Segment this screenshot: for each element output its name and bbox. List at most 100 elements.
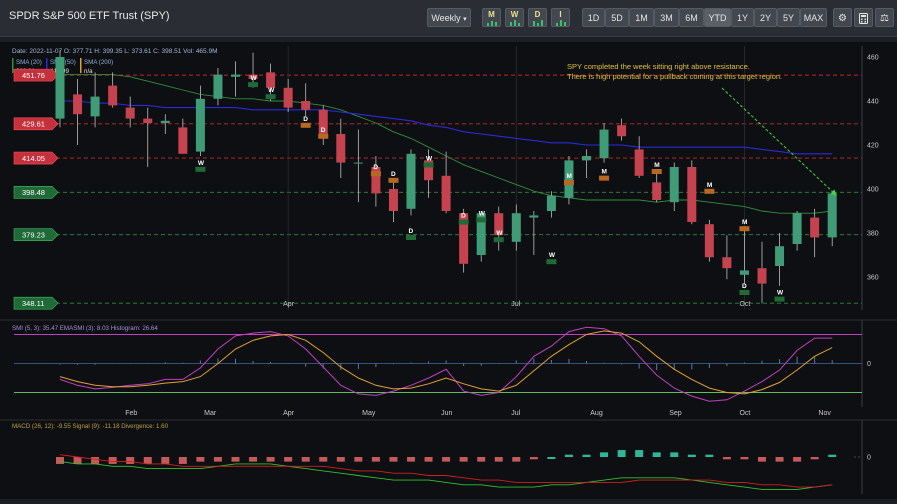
candle-body (757, 268, 767, 284)
price-level-label: 429.61 (22, 120, 45, 129)
range-5d-button[interactable]: 5D (605, 8, 629, 27)
price-month-label: Oct (739, 301, 750, 308)
price-level-badge (13, 151, 59, 165)
macd-histogram-bar (354, 457, 363, 462)
settings-gears-button[interactable]: ⚙ (833, 8, 852, 27)
candle-body (441, 175, 451, 211)
candle-body (248, 74, 258, 79)
price-month-label: Jul (511, 301, 520, 308)
range-1y-button[interactable]: 1Y (731, 8, 754, 27)
indicator-button-d[interactable]: D (528, 8, 547, 27)
signal-letter: W (496, 230, 503, 237)
range-6m-button[interactable]: 6M (679, 8, 704, 27)
emasmi-line (59, 330, 833, 395)
chevron-down-icon: ▾ (463, 16, 467, 23)
signal-bar-icon (423, 162, 434, 168)
price-level-label: 398.48 (22, 188, 45, 197)
price-y-tick: 380 (867, 231, 879, 238)
range-label: 1M (635, 13, 648, 23)
price-level-label: 451.76 (22, 71, 45, 80)
chart-svg[interactable]: Date: 2022-11-07 O: 377.71 H: 399.35 L: … (0, 42, 897, 499)
signal-bar-icon (388, 177, 399, 183)
candle-body (143, 118, 153, 123)
chart-area: Date: 2022-11-07 O: 377.71 H: 399.35 L: … (0, 42, 897, 499)
bars-icon (532, 20, 544, 26)
interval-dropdown[interactable]: Weekly ▾ (427, 8, 471, 27)
macd-histogram-bar (547, 457, 556, 459)
x-axis-month-label: Sep (669, 410, 682, 417)
price-y-tick: 460 (867, 55, 879, 62)
macd-line (59, 461, 833, 490)
price-level-badge (13, 186, 59, 199)
signal-bar-icon (195, 166, 206, 172)
macd-histogram-bar (670, 452, 679, 457)
candle-body (599, 129, 609, 159)
range-3m-button[interactable]: 3M (654, 8, 679, 27)
candle-body (459, 213, 469, 264)
indicator-label: W (510, 10, 519, 19)
signal-line (59, 454, 833, 488)
macd-histogram-bar (336, 457, 345, 462)
signal-letter: W (198, 160, 205, 167)
candle-body (195, 98, 205, 152)
sma-legend-swatch (46, 58, 48, 73)
macd-legend: MACD (26, 12): -9.55 Signal (9): -11.18 … (12, 423, 169, 430)
range-max-button[interactable]: MAX (800, 8, 827, 27)
macd-histogram-bar (652, 452, 661, 457)
macd-histogram-bar (91, 457, 100, 464)
candle-body (55, 57, 65, 119)
candle-body (125, 107, 135, 119)
smi-line (59, 326, 833, 402)
price-level-label: 414.05 (22, 154, 45, 163)
signal-bar-icon (458, 219, 469, 225)
range-1m-button[interactable]: 1M (629, 8, 654, 27)
sma-legend-swatch (12, 58, 14, 73)
bars-icon (509, 20, 521, 26)
scale-button[interactable]: ⚖ (875, 8, 894, 27)
x-axis-month-label: Oct (739, 410, 750, 417)
candle-body (213, 74, 223, 99)
candle-body (810, 217, 820, 238)
indicator-button-m[interactable]: M (482, 8, 501, 27)
range-5y-button[interactable]: 5Y (777, 8, 800, 27)
x-axis-month-label: Aug (590, 410, 603, 417)
macd-histogram-bar (687, 454, 696, 457)
range-1d-button[interactable]: 1D (582, 8, 605, 27)
signal-letter: D (321, 127, 326, 134)
sma50-line (60, 100, 833, 155)
candle-body (108, 85, 118, 106)
macd-histogram-bar (582, 454, 591, 457)
candle-body (652, 182, 662, 200)
signal-letter: W (251, 75, 258, 82)
annotation-arrow (721, 87, 837, 196)
calculator-button[interactable] (854, 8, 873, 27)
range-label: 1Y (736, 13, 748, 23)
macd-histogram-bar (178, 457, 187, 464)
indicator-label: M (488, 10, 495, 19)
candle-body (722, 257, 732, 269)
macd-histogram-bar (213, 457, 222, 462)
macd-histogram-bar (793, 457, 802, 462)
price-level-badge (13, 68, 59, 82)
range-ytd-button[interactable]: YTD (704, 8, 731, 27)
macd-histogram-bar (73, 457, 82, 464)
indicator-button-i[interactable]: I (551, 8, 570, 27)
range-2y-button[interactable]: 2Y (754, 8, 777, 27)
indicator-button-w[interactable]: W (505, 8, 524, 27)
sma-legend-swatch (80, 58, 82, 73)
top-toolbar: SPDR S&P 500 ETF Trust (SPY) Weekly ▾ M … (0, 0, 897, 37)
signal-letter: W (268, 87, 275, 94)
macd-histogram-bar (459, 457, 468, 462)
macd-y-tick: 0 (867, 455, 871, 462)
macd-histogram-bar (108, 457, 117, 464)
x-axis-month-label: Feb (125, 410, 137, 417)
candle-body (353, 162, 363, 164)
x-axis-month-label: Jul (511, 410, 520, 417)
macd-histogram-bar (249, 457, 258, 462)
annotation-line: SPY completed the week sitting right abo… (567, 62, 750, 71)
macd-histogram-bar (529, 457, 538, 460)
candle-body (388, 189, 398, 211)
price-y-tick: 420 (867, 143, 879, 150)
annotation-text: SPY completed the week sitting right abo… (567, 62, 782, 81)
